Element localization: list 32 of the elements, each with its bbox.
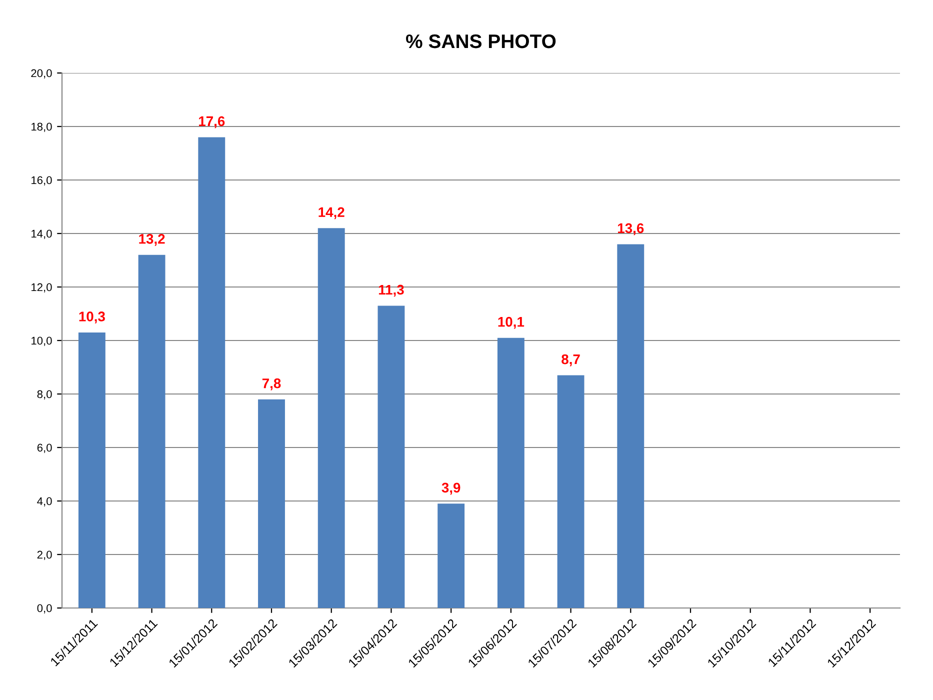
data-label: 17,6 xyxy=(199,116,225,128)
y-tick-label: 10,0 xyxy=(32,336,52,346)
y-tick-label: 0,0 xyxy=(37,604,52,614)
y-tick-label: 18,0 xyxy=(32,122,52,132)
y-tick-label: 8,0 xyxy=(37,390,52,400)
bar xyxy=(378,306,405,608)
data-label: 13,6 xyxy=(618,223,644,236)
bar xyxy=(198,137,226,608)
y-tick-label: 16,0 xyxy=(32,176,52,186)
data-label: 10,3 xyxy=(79,312,105,324)
y-tick-label: 4,0 xyxy=(37,497,52,506)
y-tick-label: 14,0 xyxy=(32,230,52,239)
y-tick-label: 6,0 xyxy=(37,444,52,453)
data-label: 8,7 xyxy=(562,354,580,366)
bar xyxy=(617,244,644,608)
bar xyxy=(78,332,106,608)
y-tick-label: 2,0 xyxy=(37,550,52,560)
data-label: 13,2 xyxy=(139,234,165,246)
bar xyxy=(557,375,584,608)
bar xyxy=(497,338,524,608)
chart-title: % SANS PHOTO xyxy=(406,34,556,48)
data-label: 10,1 xyxy=(498,316,524,329)
bar xyxy=(258,399,285,608)
data-label: 3,9 xyxy=(442,482,460,495)
bar xyxy=(318,228,345,608)
data-label: 14,2 xyxy=(318,207,344,220)
data-label: 11,3 xyxy=(378,284,404,297)
bar xyxy=(438,504,465,608)
y-tick-label: 20,0 xyxy=(31,69,52,78)
y-tick-label: 12,0 xyxy=(32,283,52,292)
bar xyxy=(138,254,166,608)
data-label: 7,8 xyxy=(262,378,281,390)
